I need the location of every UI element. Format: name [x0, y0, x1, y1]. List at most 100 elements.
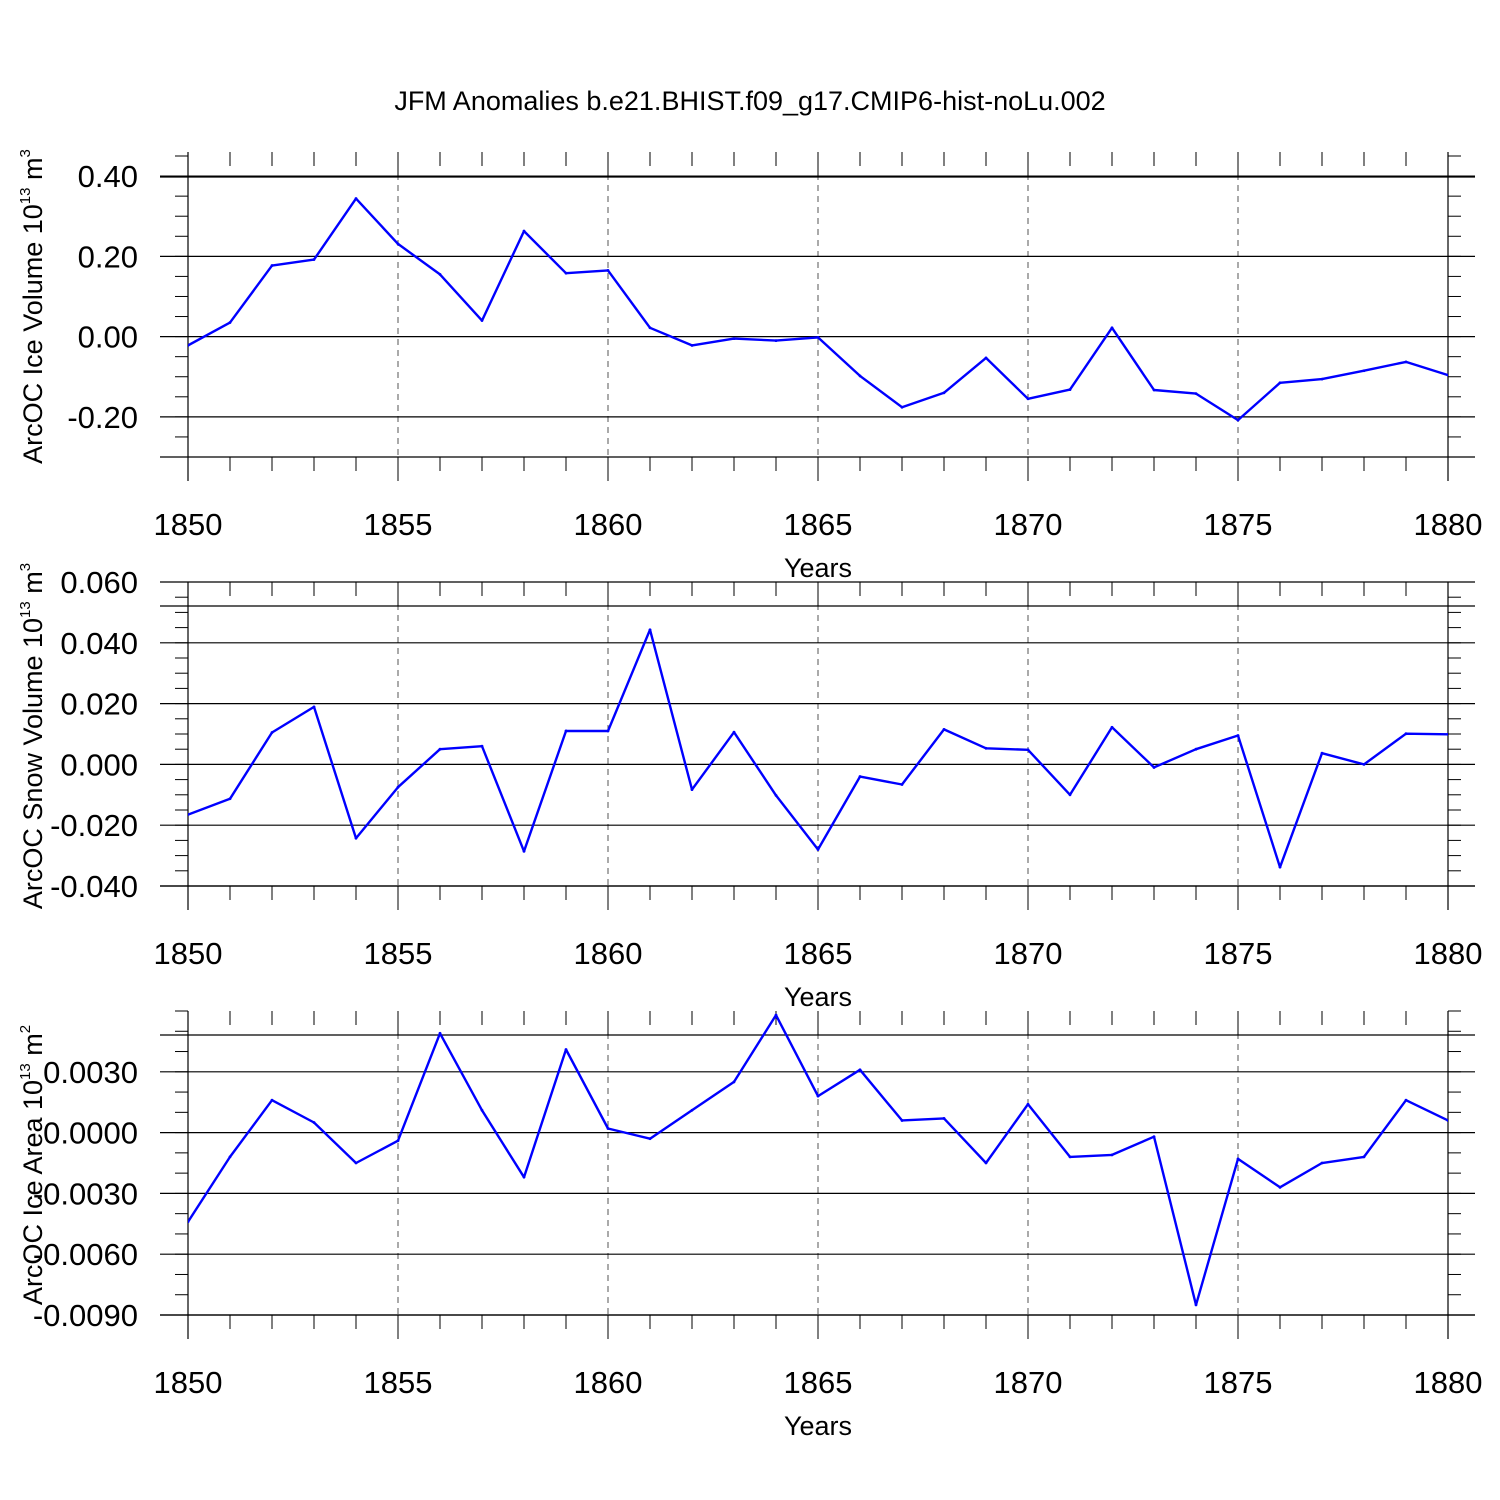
- y-tick-label: 0.00: [78, 320, 138, 355]
- ice-area-data-point: [564, 1048, 568, 1051]
- snow-volume-data-point: [438, 747, 442, 751]
- x-tick-label: 1875: [1204, 1365, 1273, 1400]
- snow-volume-data-point: [480, 744, 484, 748]
- ice-volume-data-point: [564, 271, 568, 275]
- ice-area-data-point: [606, 1127, 610, 1130]
- snow-volume-data-point: [522, 849, 526, 853]
- snow-volume-data-point: [1446, 732, 1448, 736]
- x-tick-label: 1880: [1414, 1365, 1483, 1400]
- x-tick-label: 1870: [994, 936, 1063, 971]
- x-axis-label: Years: [784, 553, 852, 583]
- snow-volume-data-point: [606, 729, 610, 733]
- snow-volume-data-point: [1110, 725, 1114, 729]
- x-tick-label: 1855: [364, 507, 433, 542]
- ice-volume-data-point: [480, 319, 484, 322]
- ice-volume-data-point: [354, 197, 358, 200]
- y-tick-label: 0.40: [78, 159, 138, 194]
- snow-volume-data-point: [1152, 766, 1156, 769]
- snow-volume-data-point: [1194, 747, 1198, 751]
- x-tick-label: 1865: [784, 507, 853, 542]
- ice-volume-data-point: [1110, 326, 1114, 330]
- y-tick-label: 0.000: [60, 747, 138, 782]
- ice-volume-data-point: [1194, 392, 1198, 395]
- ice-area-data-point: [1236, 1157, 1240, 1161]
- ice-volume-data-point: [438, 273, 442, 276]
- snow-volume-data-point: [396, 785, 400, 789]
- ice-volume-panel: 1850 1855 1860 1865 1870 1875 1880 Years 0.40 0.2…: [17, 149, 1482, 583]
- ice-volume-data-point: [606, 268, 610, 272]
- ice-area-data-point: [188, 1220, 190, 1224]
- ice-volume-data-point: [816, 336, 820, 339]
- snow-volume-data-point: [1404, 732, 1408, 736]
- ice-area-data-point: [1110, 1153, 1114, 1157]
- y-axis-label: ArcOC Snow Volume 1013 m3: [17, 563, 48, 909]
- x-tick-label: 1865: [784, 936, 853, 971]
- ice-volume-data-point: [1320, 377, 1324, 381]
- ice-area-data-point: [522, 1175, 526, 1179]
- ice-volume-data-point: [270, 264, 274, 267]
- snow-volume-data-point: [732, 730, 736, 734]
- snow-volume-data-point: [354, 836, 358, 840]
- ice-area-data-point: [1404, 1098, 1408, 1102]
- snow-volume-data-point: [312, 705, 316, 709]
- ice-volume-data-point: [1236, 418, 1240, 422]
- ice-area-data-point: [312, 1121, 316, 1124]
- ice-area-data-point: [270, 1098, 274, 1102]
- ice-area-data-point: [942, 1117, 946, 1120]
- snow-volume-data-point: [942, 728, 946, 731]
- y-tick-label: 0.040: [60, 626, 138, 661]
- ice-area-data-point: [774, 1013, 778, 1017]
- x-tick-label: 1860: [574, 1365, 643, 1400]
- ice-volume-data-point: [396, 242, 400, 246]
- ice-area-data-point: [984, 1161, 988, 1165]
- y-axis-label-unit-exponent: 3: [17, 563, 34, 571]
- snow-volume-panel: 1850 1855 1860 1865 1870 1875 1880 Years 0.060 0.…: [17, 563, 1482, 1012]
- ice-volume-data-point: [732, 337, 736, 341]
- x-tick-label: 1860: [574, 507, 643, 542]
- y-axis-label-exponent: 13: [17, 1063, 34, 1080]
- snow-volume-data-point: [816, 848, 820, 851]
- x-tick-label: 1865: [784, 1365, 853, 1400]
- snow-volume-data-point: [1026, 748, 1030, 752]
- snow-volume-data-point: [648, 628, 652, 632]
- y-axis-label: ArcOC Ice Volume 1013 m3: [17, 149, 48, 464]
- y-axis-label-exponent: 13: [17, 188, 34, 205]
- y-tick-label: -0.020: [50, 808, 138, 843]
- x-tick-label: 1875: [1204, 507, 1273, 542]
- y-axis-label-unit-exponent: 2: [17, 1025, 34, 1033]
- ice-volume-data-point: [1152, 388, 1156, 392]
- ice-area-data-point: [480, 1108, 484, 1112]
- ice-area-data-point: [1362, 1155, 1366, 1159]
- y-axis-label-unit: m: [18, 571, 48, 601]
- ice-area-data-point: [690, 1108, 694, 1112]
- ice-volume-data-point: [1404, 360, 1408, 364]
- ice-volume-data-point: [858, 374, 862, 378]
- snow-volume-data-point: [1068, 793, 1072, 797]
- ice-area-data-point: [438, 1031, 442, 1035]
- ice-area-data-point: [354, 1161, 358, 1165]
- ice-area-data-point: [228, 1155, 232, 1159]
- x-tick-label: 1880: [1414, 507, 1483, 542]
- ice-volume-data-point: [312, 258, 316, 261]
- y-axis-label-exponent: 13: [17, 601, 34, 618]
- y-axis-label-text: ArcOC Snow Volume 10: [18, 618, 48, 909]
- snow-volume-data-point: [1362, 763, 1366, 766]
- ice-volume-data-point: [1068, 388, 1072, 391]
- ice-area-data-point: [1446, 1119, 1448, 1122]
- ice-volume-data-point: [690, 344, 694, 347]
- x-tick-label: 1850: [154, 507, 223, 542]
- x-tick-label: 1855: [364, 1365, 433, 1400]
- ice-volume-data-point: [228, 321, 232, 324]
- ice-area-data-point: [816, 1094, 820, 1098]
- ice-area-data-point: [900, 1119, 904, 1122]
- x-tick-label: 1870: [994, 1365, 1063, 1400]
- ice-volume-data-point: [774, 339, 778, 343]
- ice-volume-data-point: [1362, 369, 1366, 373]
- ice-area-data-point: [732, 1080, 736, 1084]
- ice-area-data-point: [1068, 1155, 1072, 1159]
- x-tick-label: 1860: [574, 936, 643, 971]
- ice-volume-data-point: [900, 405, 904, 409]
- ice-volume-data-point: [522, 229, 526, 233]
- x-tick-label: 1880: [1414, 936, 1483, 971]
- ice-volume-data-point: [1446, 373, 1448, 377]
